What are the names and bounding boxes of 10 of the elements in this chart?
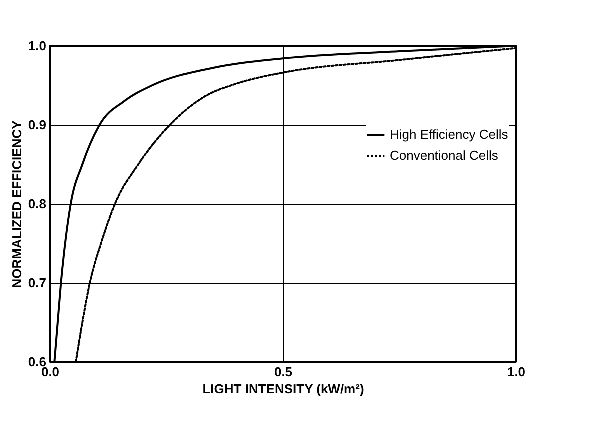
- legend-label: Conventional Cells: [390, 148, 499, 163]
- x-tick-label: 0.5: [274, 364, 293, 380]
- y-axis-title: NORMALIZED EFFICIENCY: [9, 120, 24, 288]
- y-tick-label: 0.8: [28, 196, 46, 212]
- x-tick-label: 1.0: [507, 364, 526, 380]
- y-tick-label: 1.0: [28, 38, 46, 54]
- x-axis-title: LIGHT INTENSITY (kW/m²): [202, 382, 364, 396]
- legend-label: High Efficiency Cells: [390, 127, 509, 142]
- y-tick-label: 0.9: [28, 118, 46, 132]
- y-tick-label: 0.7: [28, 276, 46, 290]
